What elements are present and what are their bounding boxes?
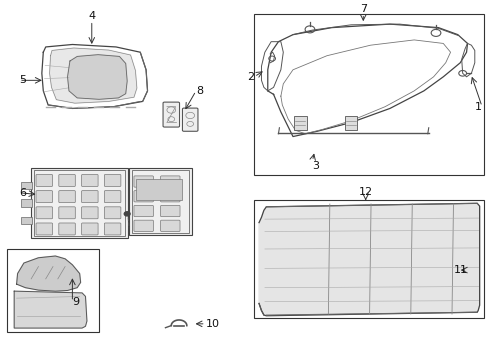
Text: 10: 10	[205, 319, 219, 329]
Bar	[254, 200, 484, 318]
Bar	[132, 170, 189, 233]
Text: 1: 1	[474, 102, 481, 112]
FancyBboxPatch shape	[134, 191, 153, 202]
FancyBboxPatch shape	[134, 220, 153, 231]
FancyBboxPatch shape	[59, 223, 75, 235]
Bar	[34, 170, 125, 237]
FancyBboxPatch shape	[59, 175, 75, 186]
FancyBboxPatch shape	[59, 191, 75, 203]
Circle shape	[124, 212, 130, 216]
Bar	[136, 179, 182, 200]
FancyBboxPatch shape	[160, 176, 180, 187]
Bar	[21, 199, 32, 207]
FancyBboxPatch shape	[160, 191, 180, 202]
FancyBboxPatch shape	[104, 207, 121, 219]
FancyBboxPatch shape	[81, 191, 98, 203]
Bar	[293, 116, 306, 130]
Polygon shape	[67, 55, 127, 99]
FancyBboxPatch shape	[134, 206, 153, 217]
Text: 2: 2	[246, 72, 254, 82]
Text: 4: 4	[88, 10, 95, 21]
Bar	[21, 181, 32, 189]
FancyBboxPatch shape	[104, 223, 121, 235]
FancyBboxPatch shape	[104, 191, 121, 203]
Polygon shape	[17, 256, 81, 291]
FancyBboxPatch shape	[59, 207, 75, 219]
Text: 8: 8	[196, 86, 203, 96]
Bar	[254, 14, 484, 175]
Text: 3: 3	[312, 161, 319, 171]
FancyBboxPatch shape	[160, 220, 180, 231]
Bar	[7, 249, 99, 332]
Text: 12: 12	[358, 187, 372, 197]
FancyBboxPatch shape	[36, 191, 52, 203]
Bar	[31, 168, 128, 238]
FancyBboxPatch shape	[81, 175, 98, 186]
FancyBboxPatch shape	[182, 108, 198, 131]
Bar	[129, 168, 192, 235]
FancyBboxPatch shape	[81, 207, 98, 219]
Text: 11: 11	[452, 265, 467, 275]
FancyBboxPatch shape	[36, 175, 52, 186]
FancyBboxPatch shape	[81, 223, 98, 235]
Text: 6: 6	[19, 188, 26, 198]
Bar	[344, 116, 357, 130]
FancyBboxPatch shape	[104, 175, 121, 186]
Polygon shape	[49, 48, 137, 103]
FancyBboxPatch shape	[36, 207, 52, 219]
Polygon shape	[14, 291, 87, 328]
FancyBboxPatch shape	[36, 223, 52, 235]
Bar	[21, 217, 32, 224]
Text: 7: 7	[359, 4, 366, 14]
FancyBboxPatch shape	[160, 206, 180, 217]
FancyBboxPatch shape	[163, 102, 179, 127]
Text: 9: 9	[72, 297, 80, 307]
FancyBboxPatch shape	[134, 176, 153, 187]
Polygon shape	[259, 203, 479, 316]
Text: 5: 5	[19, 75, 26, 85]
